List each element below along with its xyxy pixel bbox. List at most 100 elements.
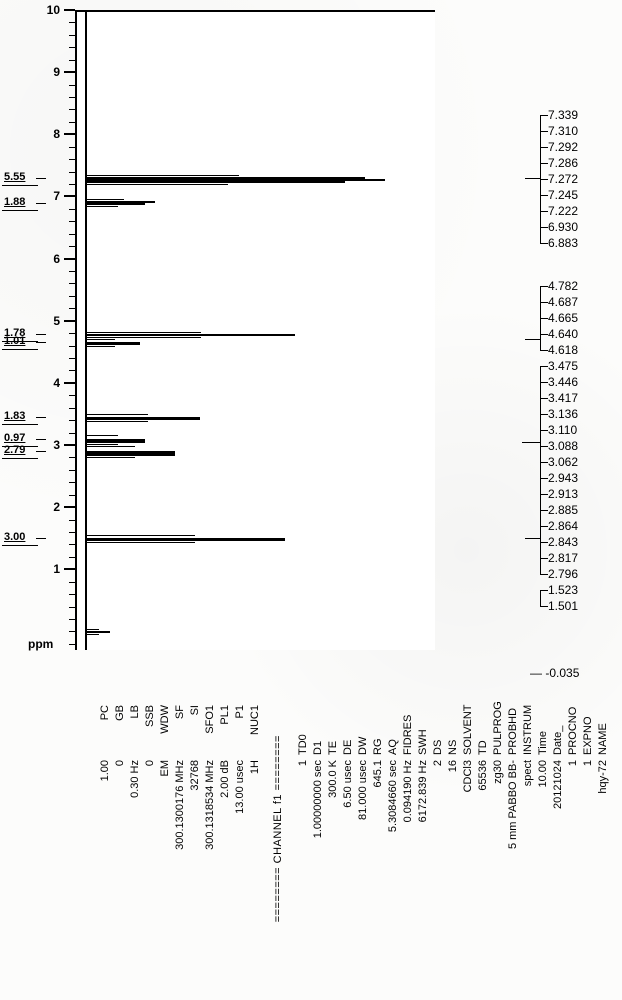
param-value: EM (159, 760, 171, 777)
spectrum-peak-shoulder (85, 535, 195, 536)
peak-bracket-h (540, 366, 548, 367)
peak-value-label: 6.883 (548, 236, 578, 250)
peak-bracket-h (540, 131, 548, 132)
axis-tick-major (64, 133, 75, 135)
param-value: 65536 (477, 760, 489, 791)
param-key: DE (342, 705, 354, 755)
spectrum-peak (85, 203, 145, 205)
peak-bracket-h (540, 179, 548, 180)
axis-tick-minor (69, 370, 75, 371)
spectrum-peak-shoulder (85, 206, 118, 207)
spectrum-peak (85, 334, 295, 336)
axis-tick-minor (69, 544, 75, 545)
param-key: SF (174, 705, 186, 719)
param-key: SFO1 (204, 705, 216, 734)
integral-value: 1.83 (4, 410, 25, 422)
param-value: 6.50 usec (342, 760, 354, 808)
peak-bracket-h (540, 462, 548, 463)
peak-bracket-h (540, 382, 548, 383)
param-key: TD0 (297, 705, 309, 755)
peak-value-label: 2.817 (548, 551, 578, 565)
peak-bracket-h (540, 318, 548, 319)
integral-value: 5.55 (4, 171, 25, 183)
param-key: SOLVENT (462, 705, 474, 755)
param-key: EXPNO (582, 705, 594, 755)
axis-tick-minor (69, 433, 75, 434)
param-value: zg30 (492, 760, 504, 784)
axis-tick-minor (69, 520, 75, 521)
peak-bracket-h (540, 526, 548, 527)
axis-tick-minor (69, 557, 75, 558)
channel-header: ======== CHANNEL f1 ======== (272, 735, 284, 922)
spectrum-baseline (85, 10, 87, 650)
integral-value: 1.01 (4, 335, 25, 347)
peak-bracket-h (540, 334, 548, 335)
spectrum-peak-shoulder (85, 177, 250, 178)
peak-value-label: 3.110 (548, 423, 577, 437)
param-value: 0.30 Hz (129, 760, 141, 798)
integral-value: 3.00 (4, 531, 25, 543)
peak-bracket-h (540, 350, 548, 351)
param-value: 0 (114, 760, 126, 766)
peak-bracket-h (540, 414, 548, 415)
axis-tick-minor (69, 35, 75, 36)
axis-tick-minor (69, 283, 75, 284)
integral-value: 1.88 (4, 196, 25, 208)
axis-tick-minor (69, 159, 75, 160)
param-key: Date_ (552, 705, 564, 755)
integral-tick (36, 342, 46, 343)
peak-value-label: 3.062 (548, 455, 578, 469)
param-value: 1 (582, 760, 594, 766)
spectrum-plot-area (75, 10, 435, 650)
peak-value-label: 2.796 (548, 567, 578, 581)
integral-underline (2, 458, 38, 459)
param-value: 81.000 usec (357, 760, 369, 820)
param-value: 2.00 dB (219, 760, 231, 798)
param-key: PROCNO (567, 705, 579, 755)
integral-underline (2, 349, 38, 350)
param-key: NUC1 (249, 705, 261, 735)
param-value: 2 (432, 760, 444, 766)
spectrum-peak-shoulder (85, 339, 115, 340)
axis-tick-major (64, 71, 75, 73)
axis-tick-minor (69, 234, 75, 235)
param-key: PC (99, 705, 111, 720)
axis-tick-major (64, 320, 75, 322)
axis-tick-minor (69, 346, 75, 347)
integral-tick (36, 334, 46, 335)
param-key: INSTRUM (522, 705, 534, 755)
peak-bracket-v (540, 590, 541, 606)
param-key: SWH (417, 705, 429, 755)
axis-tick-minor (69, 470, 75, 471)
axis-tick-minor (69, 184, 75, 185)
axis-tick-minor (69, 221, 75, 222)
spectrum-peak-shoulder (85, 201, 118, 202)
spectrum-peak-shoulder (85, 446, 135, 447)
param-key: FIDRES (402, 705, 414, 755)
param-value: 32768 (189, 760, 201, 791)
peak-value-label: 2.843 (548, 535, 578, 549)
peak-value-label: 3.417 (548, 391, 578, 405)
integral-tick (36, 451, 46, 452)
axis-tick-minor (69, 582, 75, 583)
peak-bracket-h (525, 538, 540, 539)
param-value: 13.00 usec (234, 760, 246, 814)
param-value: 1.00000000 sec (312, 760, 324, 838)
param-key: TD (477, 705, 489, 755)
peak-value-label: 7.310 (548, 124, 578, 138)
axis-tick-minor (69, 532, 75, 533)
axis-tick-minor (69, 122, 75, 123)
axis-tick-minor (69, 395, 75, 396)
spectrum-peak (85, 451, 175, 456)
axis-tick-minor (69, 408, 75, 409)
param-value: hqy-72 (597, 760, 609, 794)
axis-tick-minor (69, 97, 75, 98)
peak-value-label: 7.222 (548, 204, 578, 218)
param-value: 20121024 (552, 760, 564, 809)
peak-value-label: 2.943 (548, 471, 578, 485)
peak-bracket-h (540, 115, 548, 116)
peak-bracket-h (540, 227, 548, 228)
param-value: 645.1 (372, 760, 384, 788)
param-key: TE (327, 705, 339, 755)
axis-tick-minor (69, 60, 75, 61)
